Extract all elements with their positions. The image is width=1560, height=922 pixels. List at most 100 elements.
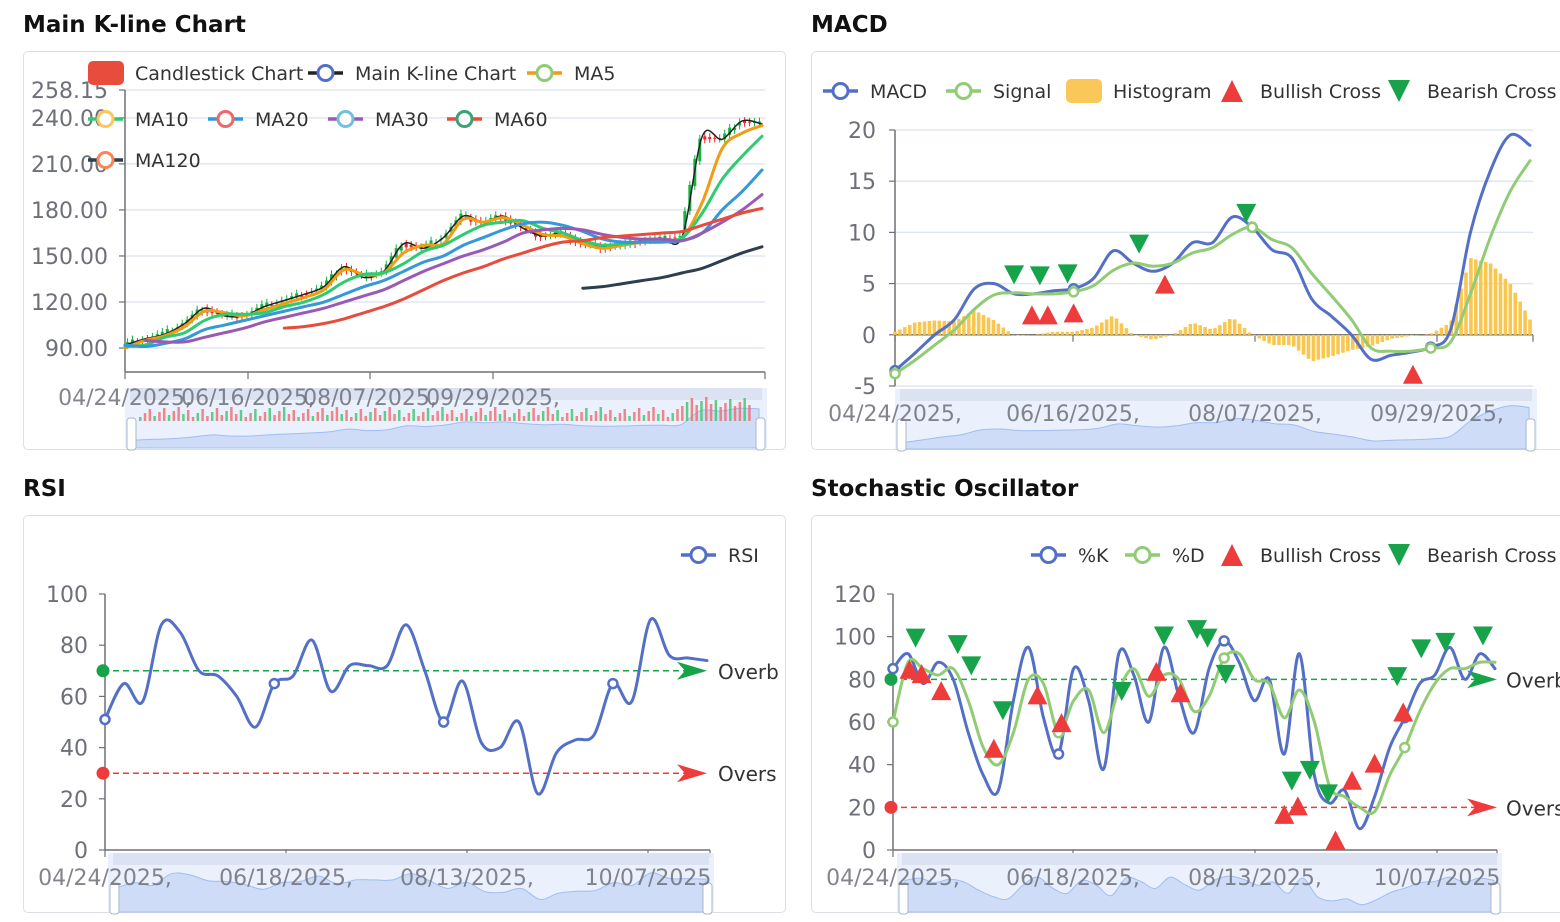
slider-handle-right[interactable]	[702, 882, 713, 915]
legend-item[interactable]: MA10	[88, 109, 189, 131]
legend-item[interactable]: RSI	[681, 545, 759, 567]
bullish-cross-marker[interactable]	[931, 681, 952, 701]
data-point[interactable]	[1052, 748, 1065, 760]
legend-item[interactable]: Bearish Cross	[1388, 80, 1557, 103]
slider-handle-right[interactable]	[1525, 418, 1536, 452]
data-point[interactable]	[889, 367, 901, 380]
data-zoom-slider[interactable]	[125, 388, 767, 451]
legend-item[interactable]: %D	[1125, 545, 1205, 567]
histogram-bar	[1528, 319, 1532, 335]
data-point[interactable]	[1425, 342, 1437, 354]
bullish-cross-marker[interactable]	[1063, 303, 1084, 323]
bullish-cross-marker[interactable]	[1027, 685, 1048, 705]
legend-item[interactable]: Main K-line Chart	[308, 63, 516, 85]
bearish-cross-marker[interactable]	[1004, 265, 1025, 285]
data-point[interactable]	[1398, 741, 1411, 754]
slider-handle-left[interactable]	[109, 882, 120, 915]
y-tick-label: 20	[848, 119, 876, 144]
bearish-cross-marker[interactable]	[961, 656, 982, 676]
bearish-cross-marker[interactable]	[992, 701, 1013, 721]
data-point[interactable]	[1218, 635, 1230, 647]
bullish-cross-marker[interactable]	[1170, 683, 1191, 703]
bearish-cross-marker[interactable]	[1111, 682, 1132, 701]
bearish-cross-marker[interactable]	[1411, 639, 1432, 659]
candle-body	[130, 339, 134, 344]
bullish-cross-marker[interactable]	[1146, 661, 1167, 681]
bearish-cross-marker[interactable]	[1057, 264, 1078, 284]
legend-item[interactable]: Bearish Cross	[1388, 544, 1557, 567]
legend-item[interactable]: Candlestick Chart	[88, 61, 303, 85]
legend-item[interactable]: Bullish Cross	[1221, 80, 1381, 103]
bearish-cross-marker[interactable]	[1153, 626, 1174, 646]
bullish-cross-marker[interactable]	[1037, 305, 1058, 325]
volume-bar	[282, 407, 286, 421]
bearish-cross-marker[interactable]	[905, 628, 926, 648]
slider-move-bar[interactable]	[902, 853, 1497, 865]
bullish-cross-marker[interactable]	[1154, 274, 1175, 294]
x-tick-label: 10/07/2025	[1374, 866, 1501, 891]
candle-body	[733, 127, 737, 131]
slider-handle-left[interactable]	[126, 417, 137, 451]
bearish-cross-marker[interactable]	[1472, 626, 1493, 646]
bearish-cross-marker[interactable]	[1129, 234, 1150, 254]
volume-bar	[498, 414, 502, 421]
histogram-bar	[1311, 334, 1316, 361]
legend-item[interactable]: MA30	[328, 109, 429, 131]
bearish-cross-marker[interactable]	[1236, 203, 1257, 223]
bullish-cross-marker[interactable]	[911, 664, 932, 684]
bullish-cross-marker[interactable]	[1021, 305, 1042, 325]
bullish-cross-marker[interactable]	[1274, 804, 1295, 824]
data-zoom-slider[interactable]	[108, 853, 714, 915]
bullish-cross-marker[interactable]	[1393, 702, 1414, 722]
bearish-cross-marker[interactable]	[1299, 760, 1320, 780]
legend-item[interactable]: MA60	[447, 109, 548, 131]
slider-move-bar[interactable]	[113, 853, 709, 865]
bearish-cross-marker[interactable]	[1187, 620, 1208, 640]
legend-item[interactable]: MA120	[88, 150, 201, 172]
bearish-cross-marker[interactable]	[1029, 266, 1050, 286]
legend-item[interactable]: Bullish Cross	[1221, 544, 1381, 567]
slider-handle-right[interactable]	[755, 417, 766, 451]
legend-item[interactable]: MACD	[823, 81, 927, 103]
bullish-cross-marker[interactable]	[1287, 796, 1308, 816]
data-point[interactable]	[268, 677, 281, 690]
bullish-cross-marker[interactable]	[1325, 830, 1346, 850]
slider-handle-left[interactable]	[898, 882, 909, 915]
series-line-rsi	[103, 617, 709, 796]
bullish-cross-marker[interactable]	[1364, 753, 1385, 773]
slider-move-bar[interactable]	[900, 389, 1532, 401]
data-point[interactable]	[607, 677, 619, 690]
slider-handle-left[interactable]	[896, 418, 907, 452]
data-point[interactable]	[1246, 221, 1258, 234]
legend-item[interactable]: Histogram	[1066, 79, 1212, 103]
data-zoom-slider[interactable]	[897, 853, 1502, 915]
bullish-cross-marker[interactable]	[983, 738, 1004, 758]
bearish-cross-marker[interactable]	[1435, 632, 1456, 652]
bullish-cross-marker[interactable]	[1342, 770, 1363, 790]
bearish-cross-marker[interactable]	[947, 635, 968, 655]
legend-item[interactable]: Signal	[946, 81, 1051, 103]
legend-item[interactable]: %K	[1031, 545, 1109, 567]
legend-item[interactable]: MA20	[208, 109, 309, 131]
legend-item[interactable]: MA5	[527, 63, 615, 85]
bearish-cross-marker[interactable]	[1215, 664, 1236, 684]
bearish-cross-marker[interactable]	[1317, 784, 1338, 804]
bearish-cross-marker[interactable]	[1281, 771, 1302, 791]
data-point[interactable]	[437, 716, 450, 728]
bullish-cross-marker[interactable]	[899, 659, 920, 679]
x-tick-label: 06/18/2025,	[1006, 866, 1140, 891]
bullish-cross-marker[interactable]	[1051, 713, 1072, 733]
data-point[interactable]	[1218, 652, 1230, 664]
data-point[interactable]	[887, 716, 899, 728]
data-point[interactable]	[99, 713, 111, 726]
bearish-cross-marker[interactable]	[1387, 667, 1408, 687]
bearish-cross-marker[interactable]	[1197, 628, 1218, 648]
data-point[interactable]	[1067, 286, 1080, 298]
data-point[interactable]	[887, 662, 899, 675]
bullish-cross-marker[interactable]	[1402, 364, 1423, 384]
slider-handle-right[interactable]	[1490, 882, 1501, 915]
candle-body	[270, 305, 274, 307]
volume-bar	[210, 412, 214, 421]
data-zoom-slider[interactable]	[895, 389, 1537, 452]
slider-move-bar[interactable]	[130, 388, 762, 400]
